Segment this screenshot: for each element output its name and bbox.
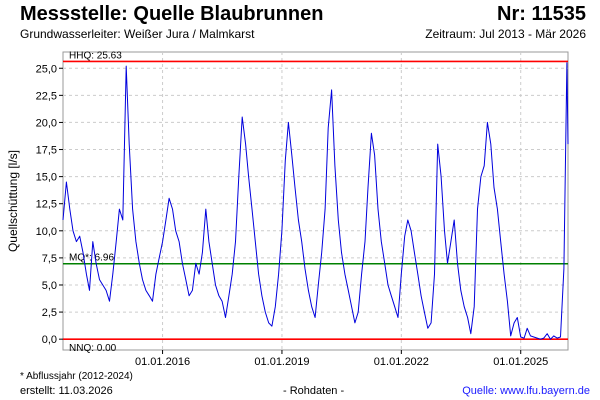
y-axis-label: Quellschüttung [l/s]	[6, 150, 20, 252]
series-layer	[62, 62, 569, 340]
hhq-line-label: HHQ: 25.63	[69, 50, 122, 61]
x-axis: 01.01.2016 01.01.2019 01.01.2022 01.01.2025	[135, 350, 548, 368]
nnq-line-label: NNQ: 0.00	[69, 343, 117, 354]
rawdata-label: - Rohdaten -	[283, 385, 345, 397]
y-tick-label: 25,0	[36, 63, 57, 75]
aquifer-label: Grundwasserleiter: Weißer Jura / Malmkar…	[20, 27, 255, 41]
page-title: Messstelle: Quelle Blaubrunnen	[20, 3, 324, 25]
grid	[63, 52, 568, 350]
y-tick-label: 10,0	[36, 226, 57, 238]
y-tick-label: 22,5	[36, 90, 57, 102]
y-tick-label: 0,0	[42, 334, 57, 346]
x-tick-label: 01.01.2025	[493, 356, 548, 368]
x-tick-label: 01.01.2016	[135, 356, 190, 368]
period-label: Zeitraum: Jul 2013 - Mär 2026	[425, 27, 586, 41]
station-number: Nr: 11535	[497, 3, 586, 25]
y-tick-label: 15,0	[36, 172, 57, 184]
plot-area	[62, 51, 569, 351]
y-tick-label: 20,0	[36, 117, 57, 129]
y-axis: 0,0 2,5 5,0 7,5 10,0 12,5 15,0 17,5 20,0 22,5 25,0	[36, 63, 63, 346]
discharge-series-line	[62, 62, 569, 340]
y-tick-label: 5,0	[42, 280, 57, 292]
x-tick-label: 01.01.2022	[374, 356, 429, 368]
created-date: erstellt: 11.03.2026	[20, 385, 113, 397]
source-link[interactable]: Quelle: www.lfu.bayern.de	[462, 385, 590, 397]
footnote: * Abflussjahr (2012-2024)	[20, 371, 133, 382]
y-tick-label: 17,5	[36, 145, 57, 157]
y-tick-label: 12,5	[36, 199, 57, 211]
y-tick-label: 2,5	[42, 307, 57, 319]
y-tick-label: 7,5	[42, 253, 57, 265]
x-tick-label: 01.01.2019	[254, 356, 309, 368]
